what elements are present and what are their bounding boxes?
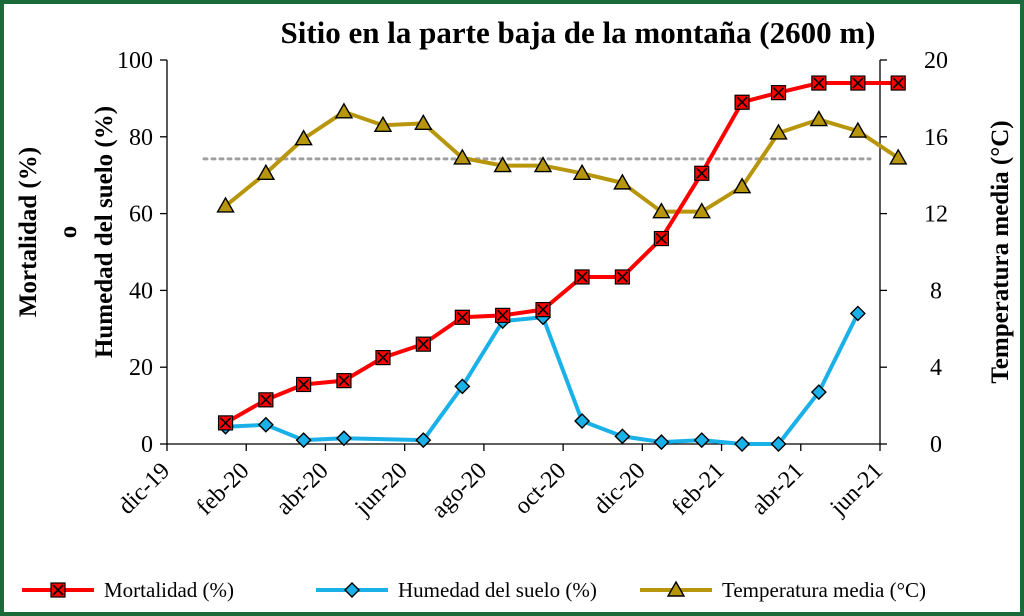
series-2-point (769, 123, 788, 140)
series-2-point (493, 156, 512, 173)
x-tick-label: feb-20 (192, 458, 255, 521)
series-line-2 (224, 109, 900, 214)
series-0-point-cross (772, 87, 785, 99)
series-0-point-cross (456, 311, 468, 323)
legend-marker (344, 582, 360, 598)
series-2-point (613, 173, 632, 190)
series-0-point-cross (576, 271, 588, 283)
legend-marker-cross (52, 584, 64, 596)
left-axis-title-line2: o (55, 226, 82, 239)
series-0-point-cross (417, 338, 429, 350)
left-tick-label: 100 (117, 48, 153, 74)
series-0-point-cross (219, 417, 232, 429)
plot-area: 0 20 40 60 80 100 0 4 8 12 16 20 dic-19 feb-20 abr-20 j… (114, 48, 948, 523)
left-axis-title: Mortalidad (%) o Humedad del suelo (%) (15, 106, 118, 358)
right-tick-label: 8 (930, 278, 942, 304)
series-2-point (294, 129, 313, 146)
x-tick-label: dic-19 (114, 458, 176, 520)
series-0-point-cross (537, 304, 549, 316)
x-tick-label: abr-21 (747, 458, 809, 520)
series-1-point (810, 384, 827, 401)
legend: Mortalidad (%) Humedad del suelo (%) Tempe… (22, 578, 926, 602)
series-2-point (692, 202, 711, 219)
series-0-point-cross (260, 394, 272, 406)
series-1-point (770, 436, 787, 452)
right-tick-label: 16 (924, 125, 948, 151)
series-0-point-cross (497, 309, 509, 321)
left-tick-label: 60 (129, 202, 153, 228)
series-2-point (414, 113, 433, 131)
series-2-point (453, 148, 472, 165)
series-1-point (693, 432, 710, 449)
series-1-point (653, 434, 670, 451)
series-0-point-cross (298, 378, 310, 391)
legend-label: Humedad del suelo (%) (398, 578, 597, 602)
left-tick-label: 20 (129, 355, 153, 381)
series-2-point (652, 202, 671, 219)
series-0-point-cross (696, 167, 708, 179)
x-tick-label: oct-20 (510, 458, 572, 520)
series-2-point (889, 148, 908, 165)
series-0-point-cross (736, 96, 748, 108)
series-1-point (454, 378, 471, 395)
right-tick-label: 20 (924, 48, 948, 74)
series-2-point (848, 121, 868, 138)
left-tick-label: 0 (141, 432, 153, 458)
legend-label: Temperatura media (°C) (722, 578, 926, 602)
series-1-point (295, 432, 312, 449)
series-2-point (809, 110, 829, 127)
series-2-point (334, 102, 354, 119)
right-tick-label: 0 (930, 432, 942, 458)
series-0-point-cross (338, 375, 350, 387)
x-tick-label: abr-20 (271, 458, 333, 520)
x-tick-label: feb-21 (667, 458, 730, 521)
x-tick-label: dic-20 (589, 458, 651, 520)
series-0-point-cross (377, 352, 389, 364)
series-0-point-cross (616, 271, 628, 283)
series-0-point-cross (852, 77, 864, 89)
series-1-point (415, 432, 432, 449)
x-tick-label: ago-20 (427, 458, 493, 524)
series-0-point-cross (655, 232, 667, 245)
series-1-point (335, 430, 352, 447)
left-axis-title-line3: Humedad del suelo (%) (91, 106, 118, 358)
series-0-point-cross (813, 77, 825, 89)
series-2-point (216, 196, 235, 213)
series-1-point (614, 428, 631, 445)
series-line-1 (225, 312, 860, 446)
series-1-point (734, 436, 751, 452)
x-tick-label: jun-21 (825, 458, 888, 521)
series-2-point (533, 156, 553, 173)
series-1-point (574, 412, 591, 429)
right-axis-title: Temperatura media (°C) (987, 120, 1014, 383)
legend-label: Mortalidad (%) (104, 578, 234, 602)
series-2-point (373, 115, 393, 132)
series-2-point (256, 163, 276, 180)
left-tick-label: 40 (129, 278, 153, 304)
chart-title: Sitio en la parte baja de la montaña (26… (280, 15, 875, 50)
series-2-point (572, 163, 592, 180)
series-2-point (732, 177, 752, 194)
series-0-point-cross (892, 77, 904, 89)
series-1-point (257, 416, 274, 433)
left-axis-title-line1: Mortalidad (%) (15, 147, 42, 317)
right-tick-label: 12 (924, 202, 948, 228)
left-tick-label: 80 (129, 125, 153, 151)
series-1-point (849, 305, 866, 322)
right-tick-label: 4 (930, 355, 942, 381)
x-tick-label: jun-20 (350, 458, 413, 521)
legend-marker (666, 580, 686, 597)
